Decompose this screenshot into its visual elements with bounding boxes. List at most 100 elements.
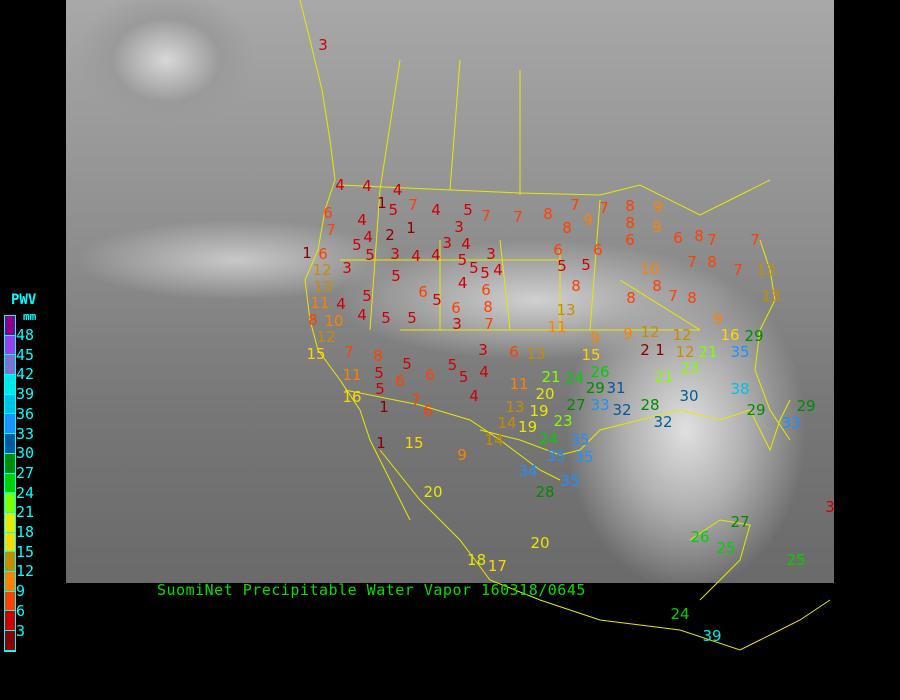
station-pwv-value: 32 [612,400,632,419]
legend-swatch [5,453,15,474]
legend-label: 33 [16,424,35,443]
station-pwv-value: 1 [379,397,389,416]
coastline-mexico [379,449,831,651]
station-pwv-value: 12 [672,325,692,344]
station-pwv-value: 21 [698,342,718,361]
station-pwv-value: 5 [458,367,469,386]
station-pwv-value: 9 [623,324,633,343]
station-pwv-value: 3 [478,340,488,359]
station-pwv-value: 6 [318,244,328,263]
station-pwv-value: 26 [690,527,710,546]
legend-swatch [5,493,15,513]
station-pwv-value: 7 [408,195,418,214]
station-pwv-value: 35 [560,471,580,490]
station-pwv-value: 7 [481,206,491,225]
station-pwv-value: 15 [581,345,601,364]
station-pwv-value: 1 [377,193,387,212]
station-pwv-value: 25 [716,538,736,557]
station-pwv-value: 4 [431,245,441,264]
legend-swatch [5,394,15,415]
us-canada-border [339,179,771,216]
station-pwv-value: 5 [463,201,473,220]
station-pwv-value: 7 [687,252,697,271]
station-pwv-value: 13 [761,286,781,305]
station-pwv-value: 4 [469,386,479,405]
station-pwv-value: 35 [574,447,594,466]
station-pwv-value: 3 [825,497,835,516]
station-pwv-value: 3 [318,35,328,54]
station-pwv-value: 13 [556,300,576,319]
legend-label: 27 [16,463,35,482]
station-pwv-value: 5 [362,286,372,305]
station-pwv-value: 2 [385,225,395,244]
station-pwv-value: 35 [546,446,566,465]
station-pwv-value: 12 [640,322,660,341]
station-pwv-value: 29 [744,326,764,345]
station-pwv-value: 29 [746,400,766,419]
station-pwv-value: 7 [513,207,523,226]
station-pwv-value: 4 [479,362,489,381]
legend-swatch [5,375,15,395]
legend-label: 6 [16,601,26,620]
station-pwv-value: 5 [391,266,401,285]
station-pwv-value: 4 [335,175,345,194]
station-pwv-value: 5 [374,363,384,382]
station-pwv-value: 3 [390,244,400,263]
station-pwv-value: 27 [566,395,586,414]
station-pwv-value: 7 [707,230,717,249]
station-pwv-value: 6 [509,342,519,361]
station-pwv-value: 18 [467,550,487,569]
station-pwv-value: 8 [483,297,493,316]
station-pwv-value: 28 [535,482,555,501]
legend-label: 21 [16,503,35,522]
station-pwv-value: 5 [352,235,362,254]
satellite-image [66,0,834,583]
station-pwv-value: 7 [750,230,760,249]
station-pwv-value: 20 [535,385,555,404]
coastline-east [754,239,791,441]
station-pwv-value: 28 [640,396,660,415]
station-pwv-value: 11 [310,294,330,313]
station-pwv-value: 7 [599,198,609,217]
station-pwv-value: 6 [451,298,461,317]
station-pwv-value: 12 [312,261,332,280]
legend-label: 42 [16,365,35,384]
station-pwv-value: 7 [570,195,580,214]
us-mexico-border [344,389,561,481]
station-pwv-value: 20 [423,482,443,501]
station-pwv-value: 5 [469,258,479,277]
station-pwv-value: 8 [571,276,581,295]
station-pwv-value: 6 [425,365,435,384]
legend-swatch [5,434,15,454]
station-pwv-value: 9 [653,197,663,216]
station-pwv-value: 24 [538,430,558,449]
station-pwv-value: 10 [324,311,344,330]
color-scale [4,315,16,652]
station-pwv-value: 9 [652,217,662,236]
station-pwv-value: 5 [365,245,375,264]
image-title: SuomiNet Precipitable Water Vapor 160318… [157,581,586,599]
station-pwv-value: 8 [543,204,553,223]
station-pwv-value: 21 [654,367,674,386]
station-pwv-value: 14 [484,431,504,450]
legend-swatch [5,512,15,533]
station-pwv-value: 17 [487,556,507,575]
state-lines [340,59,701,331]
station-pwv-value: 8 [694,226,704,245]
station-pwv-value: 6 [553,240,563,259]
station-pwv-value: 4 [357,211,367,230]
station-pwv-value: 9 [583,210,593,229]
station-pwv-value: 4 [493,261,503,280]
station-pwv-value: 3 [442,233,452,252]
station-pwv-value: 7 [411,390,421,409]
station-pwv-value: 7 [344,342,354,361]
legend-swatch [5,335,15,356]
station-pwv-value: 5 [402,355,412,374]
station-pwv-value: 24 [565,368,585,387]
station-pwv-value: 19 [518,418,538,437]
station-pwv-value: 2 [640,340,650,359]
station-pwv-value: 29 [796,397,816,416]
station-pwv-value: 5 [381,308,391,327]
station-pwv-value: 5 [407,308,417,327]
